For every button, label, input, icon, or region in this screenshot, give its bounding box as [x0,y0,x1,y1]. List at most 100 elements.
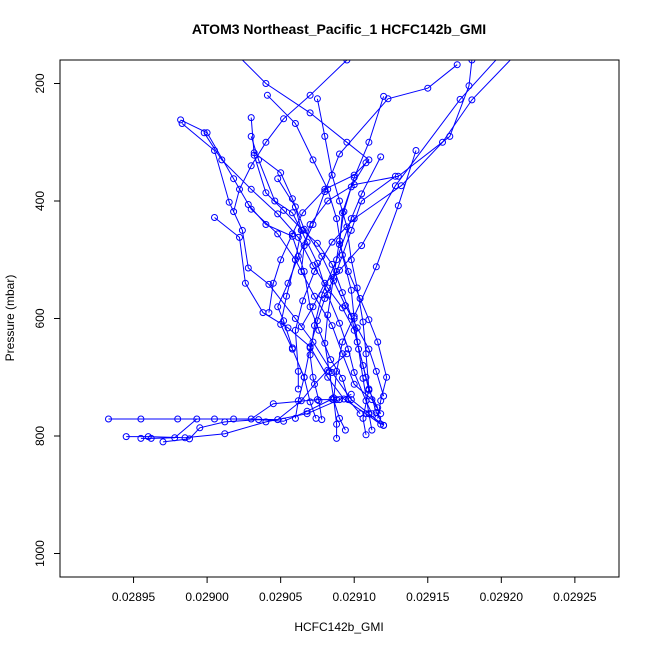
data-point [250,149,258,157]
data-point [211,147,218,154]
data-point [137,415,145,423]
data-point [294,397,302,405]
data-point [230,208,238,216]
data-point [288,230,296,238]
data-point [358,197,366,205]
data-point [347,226,355,234]
x-tick-label: 0.02915 [406,590,450,604]
data-point [283,292,290,300]
series-24 [230,60,351,216]
series-line [247,204,361,415]
data-point [347,183,355,191]
data-point [338,350,346,358]
data-point [147,434,155,442]
data-point [513,51,519,57]
data-point [344,345,352,353]
data-point [315,326,323,334]
data-point [221,430,229,438]
data-point [262,221,270,228]
data-point [300,225,308,233]
data-point [177,116,185,124]
data-point [383,373,391,381]
data-point [321,132,329,140]
data-point [344,396,352,404]
data-point [365,410,373,418]
data-point [280,115,288,123]
data-point [306,91,314,99]
data-point [262,418,270,426]
data-point [297,323,305,331]
x-axis: 0.02895 0.02900 0.02905 0.02910 0.02915 0.029… [112,576,597,604]
data-point [291,203,299,211]
data-point [374,414,382,422]
data-point [446,132,454,140]
data-point [230,415,238,423]
data-point [288,209,296,217]
data-point [244,264,252,272]
data-point [333,434,341,442]
data-point [338,374,346,382]
data-point [306,351,314,359]
data-point [338,209,346,217]
data-point [374,338,382,346]
data-point [291,120,299,127]
data-point [306,109,314,117]
data-point [294,252,302,260]
series-line [267,94,373,431]
data-point [309,156,317,164]
series-line [333,150,417,431]
data-point [318,252,326,260]
data-point [269,279,277,287]
series-line [300,60,497,327]
data-point [186,435,193,443]
data-point [372,367,380,375]
data-point [262,138,270,146]
data-point [294,367,302,375]
data-point [362,159,370,167]
data-point [328,238,336,246]
data-point [241,279,249,287]
data-point [347,286,355,294]
series-line [316,98,370,435]
data-point [341,302,349,310]
data-point [468,60,476,64]
data-point [277,169,285,177]
plot-frame [59,59,620,578]
series-line [250,136,373,414]
data-point [274,175,282,183]
data-point [330,277,338,285]
data-point [313,239,321,247]
data-point [303,410,311,418]
data-point [374,404,382,412]
data-point [368,426,376,434]
data-point [247,162,255,170]
data-point [238,226,246,234]
data-point [336,414,343,422]
data-point [299,209,307,217]
data-point [362,431,370,439]
data-point [247,114,255,122]
data-point [288,344,296,352]
data-point [424,84,432,92]
series-4 [137,350,351,442]
data-point [263,91,271,99]
data-point [336,266,343,274]
data-point [350,215,358,223]
series-22 [297,60,497,331]
data-point [255,156,263,164]
x-tick-label: 0.02910 [333,590,377,604]
data-point [137,434,145,442]
data-point [225,198,233,206]
data-point [333,215,341,223]
data-point [284,324,292,332]
data-point [358,242,366,250]
series-26 [250,149,388,400]
series-23 [297,60,476,275]
data-point [291,414,299,422]
data-point [465,82,473,90]
x-tick-label: 0.02905 [259,590,303,604]
data-point [333,256,341,264]
data-point [321,188,329,196]
data-point [394,172,402,180]
plot-area [105,51,519,446]
